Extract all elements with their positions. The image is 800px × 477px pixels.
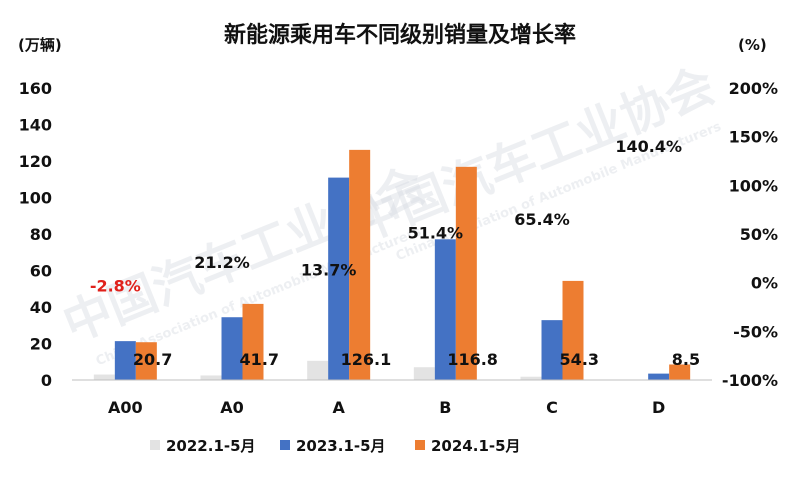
y-tick-label: 20 [30,335,52,354]
growth-rate-label: 65.4% [514,210,570,229]
legend: 2022.1-5月 2023.1-5月 2024.1-5月 [150,437,521,455]
watermark: 中国汽车工业协会 China Association of Automobile… [55,57,723,369]
x-category-label: A00 [108,398,143,417]
chart-title: 新能源乘用车不同级别销量及增长率 [224,22,576,48]
bar-D-series-1 [648,374,669,380]
x-category-label: D [652,398,665,417]
x-category-label: A0 [220,398,244,417]
x-category-label: B [439,398,451,417]
bar-A0-series-0 [201,375,222,380]
value-label: 54.3 [560,350,599,369]
y2-tick-label: 150% [729,128,778,147]
value-label: 20.7 [133,350,172,369]
x-category-label: C [546,398,558,417]
bar-B-series-0 [414,367,435,380]
value-labels: 20.7 41.7 126.1 116.8 54.3 8.5 [133,350,700,369]
growth-rate-label: 21.2% [194,253,250,272]
y2-tick-label: 100% [729,176,778,195]
y-tick-label: 80 [30,225,52,244]
growth-rate-label: -2.8% [90,276,141,295]
y2-tick-label: 200% [729,79,778,98]
legend-label: 2022.1-5月 [166,437,256,455]
y2-tick-label: 0% [751,274,778,293]
y2-tick-label: -100% [722,371,778,390]
value-label: 41.7 [240,350,279,369]
legend-swatch [415,440,425,450]
bar-B-series-2 [456,167,477,380]
left-axis-unit: (万辆) [18,36,62,54]
y-tick-label: 120 [19,152,52,171]
y-tick-label: 0 [41,371,52,390]
growth-rate-label: 51.4% [408,224,464,243]
y-tick-label: 40 [30,298,52,317]
legend-label: 2023.1-5月 [296,437,386,455]
x-category-label: A [332,398,345,417]
value-label: 8.5 [672,350,700,369]
y-tick-label: 140 [19,116,52,135]
right-axis-ticks: -100% -50% 0% 50% 100% 150% 200% [722,79,778,390]
y2-tick-label: 50% [740,225,778,244]
value-label: 126.1 [341,350,392,369]
bar-A0-series-1 [222,317,243,380]
bar-A00-series-0 [94,375,115,380]
y-tick-label: 100 [19,189,52,208]
y-tick-label: 60 [30,262,52,281]
bar-A-series-0 [307,361,328,380]
right-axis-unit: (%) [738,36,767,54]
growth-rate-label: 140.4% [615,137,682,156]
y-tick-label: 160 [19,79,52,98]
value-label: 116.8 [447,350,498,369]
category-labels: A00 A0 A B C D [108,398,665,417]
left-axis-ticks: 0 20 40 60 80 100 120 140 160 [19,79,52,390]
legend-label: 2024.1-5月 [431,437,521,455]
legend-swatch [280,440,290,450]
legend-swatch [150,440,160,450]
growth-rate-label: 13.7% [301,260,357,279]
y2-tick-label: -50% [733,322,778,341]
